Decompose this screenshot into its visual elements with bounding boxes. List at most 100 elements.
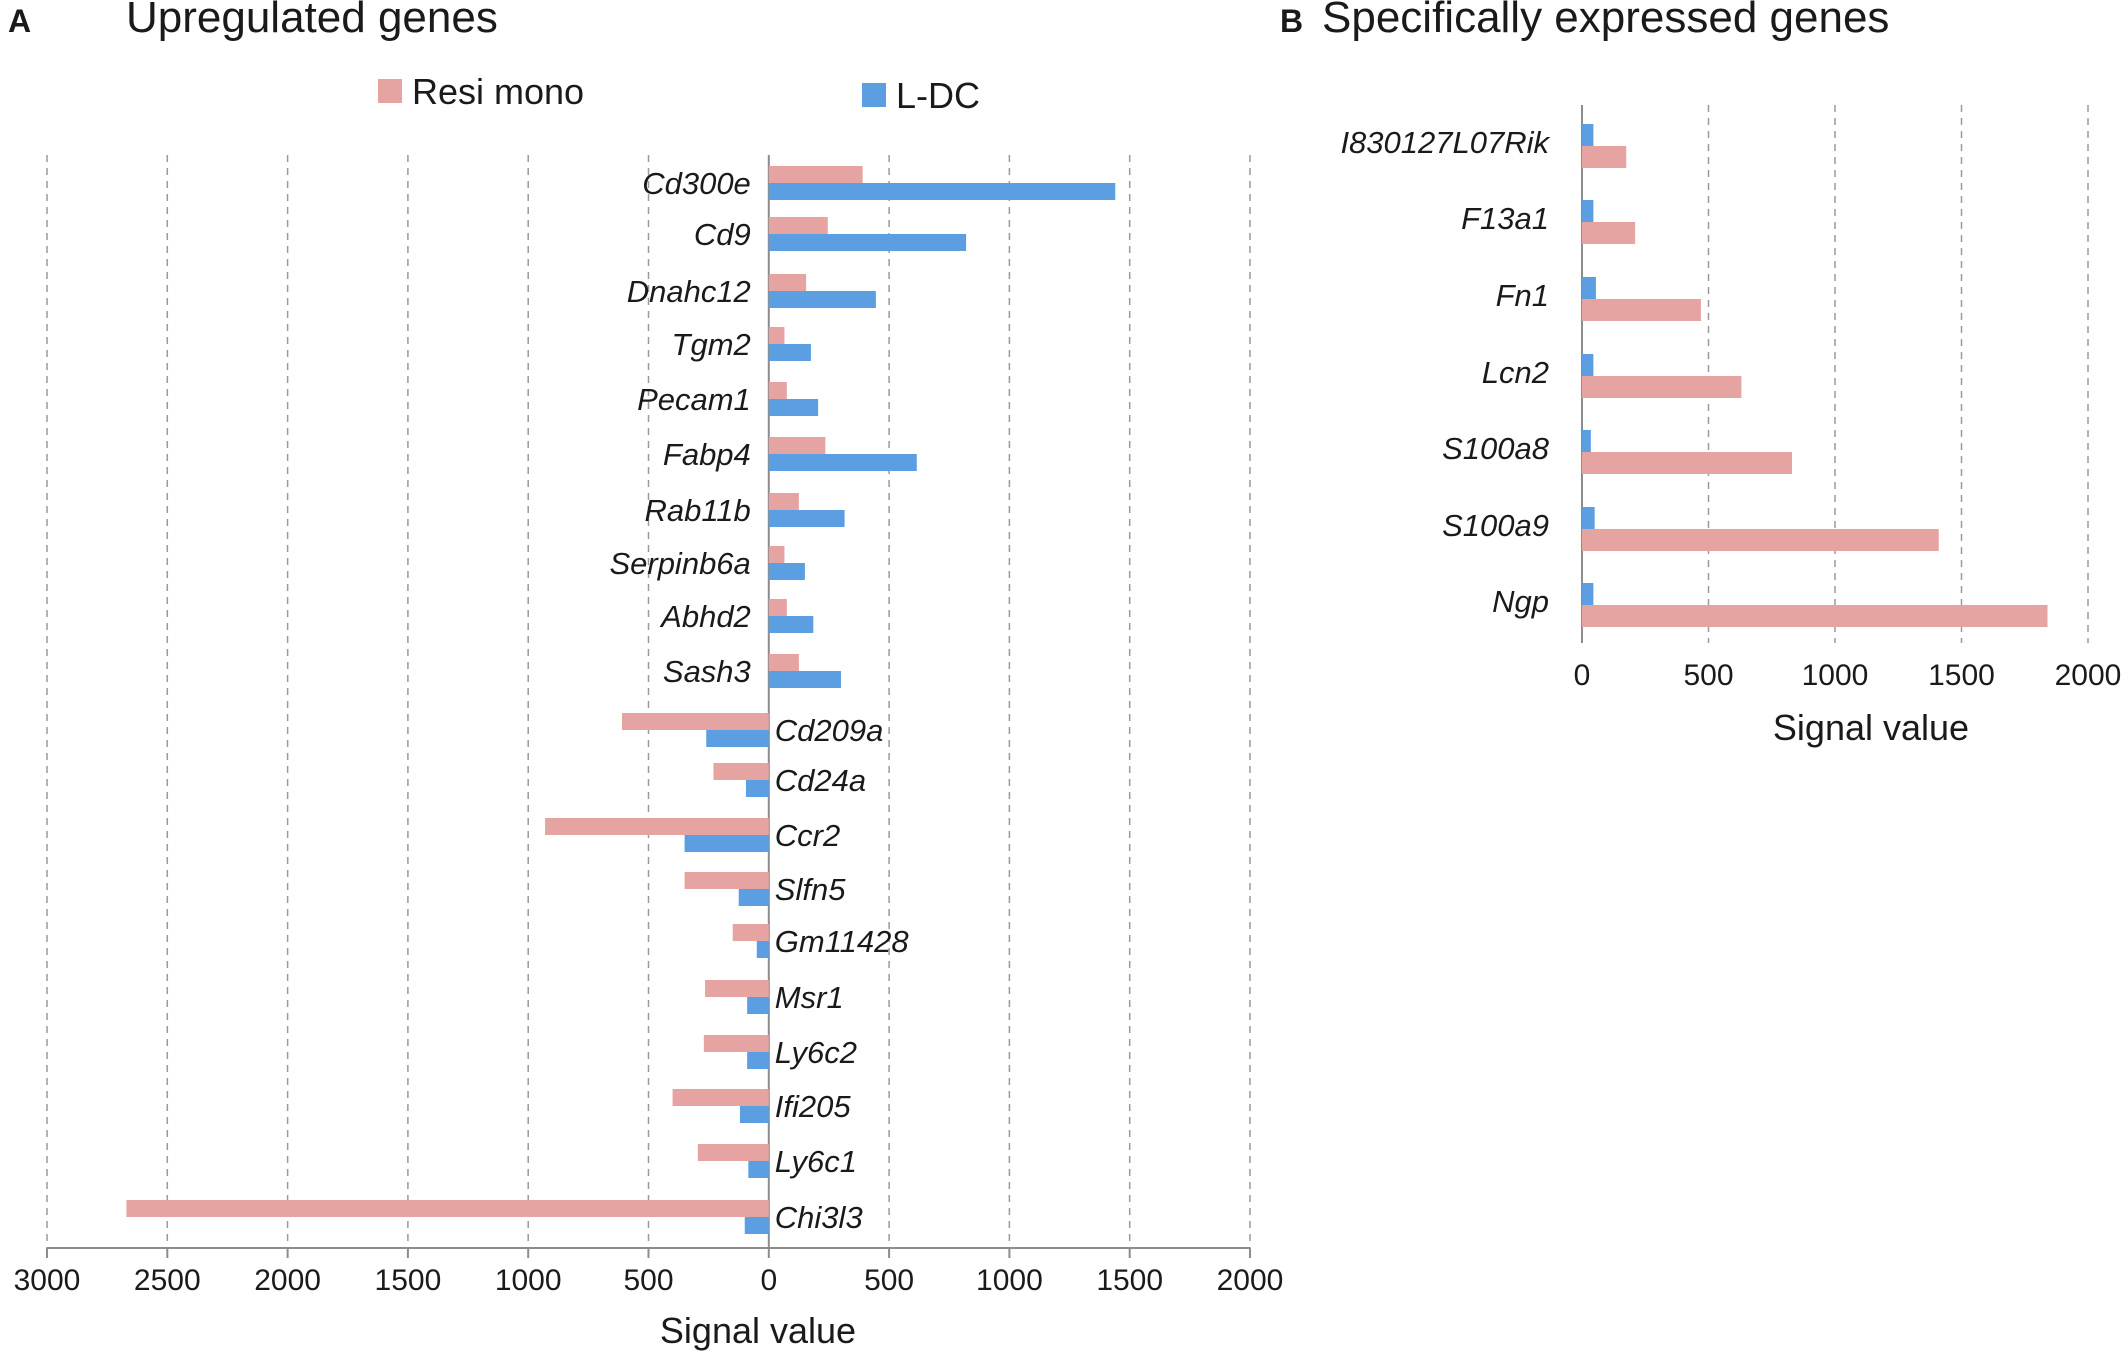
panel-a-x-axis-title: Signal value [660,1310,856,1351]
panel-a-bar-l-dc-cd209a [706,730,769,747]
panel-b-tick-label: 0 [1574,659,1591,692]
panel-a-bar-l-dc-chi3l3 [744,1217,769,1234]
panel-a-bar-resi-mono-sash3 [768,654,799,671]
panel-a-category-label: Cd300e [642,166,751,201]
panel-a-bar-resi-mono-cd9 [768,217,828,234]
panel-a-bar-l-dc-slfn5 [738,889,769,906]
panel-b-bar-l-dc-fn1 [1582,277,1596,299]
panel-a-category-label: Gm11428 [775,924,910,959]
legend-label-resi-mono: Resi mono [412,71,584,112]
panel-a-tick-label: 500 [864,1264,914,1297]
panel-a-tick-label: 1500 [1096,1264,1163,1297]
panel-a-bar-resi-mono-chi3l3 [126,1200,769,1217]
panel-a-tick-label: 2000 [254,1264,321,1297]
panel-a-category-label: Cd209a [775,713,884,748]
panel-a-letter: A [8,3,31,39]
panel-b-bar-l-dc-ngp [1582,583,1594,605]
panel-a-bar-l-dc-dnahc12 [768,291,876,308]
panel-b-category-label: Fn1 [1496,278,1549,313]
panel-a-title: Upregulated genes [126,0,498,42]
panel-a-bar-resi-mono-cd300e [768,166,863,183]
panel-b-category-label: S100a8 [1442,431,1550,466]
panel-b-bar-l-dc-s100a8 [1582,430,1591,452]
panel-b-tick-label: 1500 [1928,659,1995,692]
panel-b-x-axis-title: Signal value [1773,707,1969,748]
panel-a-bar-resi-mono-cd209a [622,713,769,730]
panel-a-bar-resi-mono-ccr2 [545,818,769,835]
panel-a-category-label: Ccr2 [775,818,840,853]
panel-a-category-label: Dnahc12 [627,274,751,309]
panel-b-bar-l-dc-f13a1 [1582,200,1594,222]
panel-a-category-label: Abhd2 [659,599,751,634]
panel-a-category-label: Slfn5 [775,872,846,907]
panel-a-bar-resi-mono-serpinb6a [768,546,785,563]
panel-a-bar-resi-mono-cd24a [713,763,769,780]
panel-a-plot: 3000 2500 2000 1500 1000 500 0 500 1000 1500 2000 C… [14,155,1284,1297]
panel-a-category-label: Fabp4 [663,437,751,472]
panel-a-bar-l-dc-cd9 [768,234,967,251]
panel-a-bar-l-dc-rab11b [768,510,845,527]
panel-a-bar-l-dc-serpinb6a [768,563,805,580]
panel-a-tick-label: 2500 [134,1264,201,1297]
panel-a-bar-resi-mono-abhd2 [768,599,787,616]
legend-swatch-resi-mono [378,79,402,103]
panel-a-tick-label: 3000 [14,1264,81,1297]
panel-a-category-label: Ifi205 [775,1089,852,1124]
panel-a-category-label: Rab11b [645,493,751,528]
panel-b-tick-label: 500 [1683,659,1733,692]
panel-a-bar-l-dc-abhd2 [768,616,814,633]
panel-b-bar-resi-mono-f13a1 [1582,222,1636,244]
panel-a-bar-resi-mono-msr1 [705,980,769,997]
panel-a-bar-l-dc-tgm2 [768,344,811,361]
panel-a-bar-resi-mono-pecam1 [768,382,787,399]
panel-a-bar-resi-mono-ifi205 [672,1089,769,1106]
panel-a-bar-l-dc-pecam1 [768,399,819,416]
panel-b-tick-label: 1000 [1802,659,1869,692]
panel-b-plot: 0 500 1000 1500 2000 I830127L07Rik F13a1 Fn1 Lcn… [1340,105,2121,692]
panel-a-bar-resi-mono-gm11428 [732,924,769,941]
panel-a-category-label: Tgm2 [672,327,751,362]
panel-a-tick-label: 0 [760,1264,777,1297]
panel-a-tick-label: 2000 [1217,1264,1284,1297]
panel-a-category-label: Chi3l3 [775,1200,863,1235]
panel-a-category-label: Sash3 [663,654,751,689]
panel-b-bar-resi-mono-s100a8 [1582,452,1792,474]
panel-b-category-label: S100a9 [1442,508,1549,543]
panel-a-bar-l-dc-ccr2 [684,835,769,852]
panel-a-bar-resi-mono-ly6c1 [697,1144,769,1161]
panel-a-category-label: Cd9 [694,217,751,252]
panel-b-bar-resi-mono-fn1 [1582,299,1701,321]
panel-a-bar-l-dc-gm11428 [756,941,769,958]
panel-a-tick-label: 1000 [495,1264,562,1297]
panel-a-category-label: Cd24a [775,763,866,798]
panel-b-bar-resi-mono-i830127l07rik [1582,146,1627,168]
panel-a-bar-resi-mono-rab11b [768,493,799,510]
panel-a-bar-l-dc-ifi205 [739,1106,769,1123]
legend-label-l-dc: L-DC [896,75,980,116]
panel-a-bar-l-dc-msr1 [747,997,769,1014]
panel-b-category-label: Ngp [1492,584,1549,619]
panel-b-category-label: F13a1 [1461,201,1549,236]
legend-swatch-l-dc [862,83,886,107]
panel-a-bar-resi-mono-slfn5 [684,872,769,889]
panel-b-bar-resi-mono-s100a9 [1582,529,1939,551]
panel-b-letter: B [1280,3,1303,39]
panel-b-bar-l-dc-i830127l07rik [1582,124,1594,146]
panel-b-bar-l-dc-lcn2 [1582,354,1594,376]
panel-a-tick-label: 1500 [375,1264,442,1297]
panel-a-category-label: Serpinb6a [609,546,750,581]
panel-a-bar-resi-mono-fabp4 [768,437,826,454]
panel-a-bar-l-dc-ly6c1 [748,1161,769,1178]
panel-b-bar-resi-mono-ngp [1582,605,2048,627]
panel-b-title: Specifically expressed genes [1322,0,1889,42]
panel-a-bar-resi-mono-ly6c2 [703,1035,769,1052]
panel-b-bar-resi-mono-lcn2 [1582,376,1742,398]
panel-b-bar-l-dc-s100a9 [1582,507,1595,529]
panel-a-tick-label: 500 [623,1264,673,1297]
panel-a-category-label: Ly6c1 [775,1144,857,1179]
panel-a-bar-l-dc-fabp4 [768,454,917,471]
panel-a-tick-label: 1000 [976,1264,1043,1297]
panel-a-bar-l-dc-cd24a [745,780,769,797]
panel-a-category-label: Ly6c2 [775,1035,857,1070]
